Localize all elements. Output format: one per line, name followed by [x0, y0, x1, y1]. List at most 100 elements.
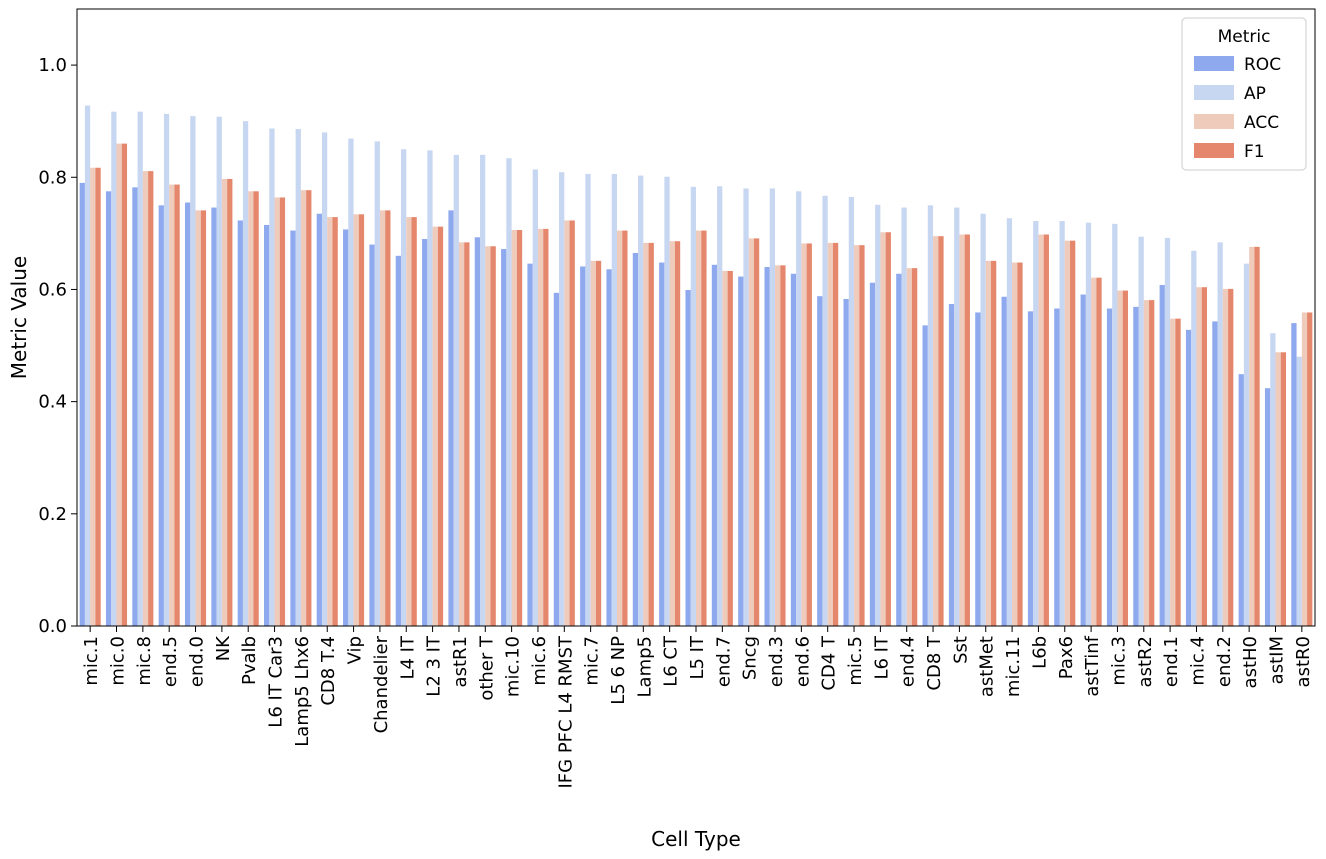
- legend-label-ap: AP: [1244, 84, 1266, 104]
- bar-ap: [480, 154, 486, 626]
- bar-f1: [358, 214, 365, 626]
- bar-f1: [279, 197, 286, 626]
- bar-ap: [559, 172, 565, 626]
- bar-ap: [1138, 236, 1144, 626]
- bar-ap: [1112, 223, 1118, 626]
- bar-acc: [432, 226, 438, 626]
- bar-ap: [901, 207, 907, 626]
- bar-roc: [1238, 374, 1244, 626]
- x-tick-label: NK: [213, 635, 234, 661]
- bars-group: [79, 105, 1313, 627]
- x-tick-label: L6 IT: [871, 635, 892, 680]
- bar-roc: [1133, 306, 1139, 626]
- x-tick-label: Pax6: [1056, 636, 1077, 679]
- bar-f1: [964, 234, 970, 626]
- bar-ap: [611, 173, 617, 626]
- bar-roc: [343, 229, 349, 627]
- bar-acc: [1038, 234, 1044, 626]
- x-tick-label: end.6: [792, 636, 813, 687]
- bar-f1: [938, 236, 944, 626]
- bar-ap: [506, 158, 512, 626]
- bar-acc: [1196, 287, 1202, 626]
- x-tick-label: L6b: [1029, 636, 1050, 669]
- bar-acc: [1012, 262, 1018, 626]
- bar-f1: [464, 242, 470, 626]
- bar-roc: [948, 304, 955, 626]
- bar-ap: [1217, 242, 1223, 626]
- legend-swatch-f1: [1194, 143, 1234, 158]
- bar-roc: [975, 312, 981, 626]
- bar-roc: [474, 237, 481, 627]
- x-tick-label: Chandelier: [371, 635, 392, 733]
- x-tick-label: mic.6: [529, 636, 550, 686]
- bar-f1: [1096, 277, 1102, 626]
- x-tick-label: L2 3 IT: [424, 635, 445, 697]
- legend-swatch-acc: [1194, 114, 1234, 129]
- bar-f1: [543, 228, 549, 627]
- x-tick-label: astTinf: [1082, 635, 1103, 696]
- bar-roc: [184, 202, 191, 626]
- x-tick-label: astR2: [1135, 636, 1156, 687]
- bar-roc: [1185, 329, 1192, 626]
- x-tick-label: L4 IT: [397, 635, 418, 680]
- x-tick-label: Lamp5 Lhx6: [292, 636, 313, 747]
- bar-ap: [1191, 250, 1197, 626]
- bar-ap: [427, 150, 433, 626]
- bar-ap: [1164, 237, 1171, 627]
- bar-f1: [1228, 288, 1234, 626]
- bar-ap: [585, 173, 591, 626]
- legend: Metric ROC AP ACC F1: [1181, 17, 1307, 171]
- bar-acc: [274, 197, 280, 626]
- bar-f1: [648, 242, 654, 626]
- legend-swatch-ap: [1194, 85, 1234, 100]
- bar-roc: [290, 230, 296, 627]
- bar-acc: [748, 238, 754, 627]
- x-tick-label: CD8 T.4: [318, 636, 339, 706]
- bar-f1: [200, 210, 207, 626]
- bar-roc: [790, 273, 797, 626]
- bar-f1: [780, 265, 786, 626]
- bar-ap: [1059, 221, 1065, 627]
- bar-f1: [227, 178, 233, 627]
- bar-acc: [669, 241, 675, 626]
- y-tick-label: 0.8: [38, 167, 67, 188]
- bar-f1: [385, 210, 391, 626]
- bar-ap: [1006, 218, 1013, 626]
- bar-ap: [796, 191, 802, 626]
- bar-roc: [264, 224, 270, 626]
- x-tick-label: end.0: [187, 636, 208, 687]
- bar-f1: [727, 270, 733, 626]
- x-tick-label: end.1: [1161, 636, 1182, 687]
- bar-f1: [174, 184, 180, 626]
- bar-roc: [237, 220, 243, 627]
- bar-f1: [859, 245, 865, 626]
- y-tick-label: 1.0: [38, 55, 67, 76]
- bar-roc: [817, 296, 823, 626]
- bar-roc: [922, 325, 928, 626]
- bar-roc: [316, 213, 322, 626]
- bar-ap: [822, 195, 828, 627]
- bar-ap: [1243, 263, 1250, 626]
- bar-ap: [638, 175, 644, 626]
- bar-ap: [321, 132, 328, 626]
- x-tick-label: L5 IT: [687, 635, 708, 680]
- bar-ap: [927, 205, 934, 626]
- bar-f1: [569, 220, 575, 627]
- bar-acc: [511, 229, 517, 627]
- bar-roc: [211, 207, 217, 626]
- bar-roc: [422, 238, 428, 627]
- x-tick-label: L6 IT Car3: [266, 636, 287, 728]
- bar-roc: [659, 262, 665, 626]
- x-tick-label: astIM: [1266, 636, 1287, 684]
- x-tick-label: mic.7: [582, 636, 603, 686]
- bar-acc: [195, 210, 201, 626]
- bar-ap: [875, 204, 881, 627]
- x-tick-label: end.5: [160, 636, 181, 687]
- y-axis-title: Metric Value: [7, 256, 31, 379]
- bar-ap: [848, 196, 855, 626]
- plot-frame: [76, 8, 1316, 627]
- bar-roc: [79, 182, 85, 626]
- bar-roc: [105, 191, 112, 626]
- bar-ap: [84, 105, 91, 626]
- bar-f1: [332, 217, 338, 626]
